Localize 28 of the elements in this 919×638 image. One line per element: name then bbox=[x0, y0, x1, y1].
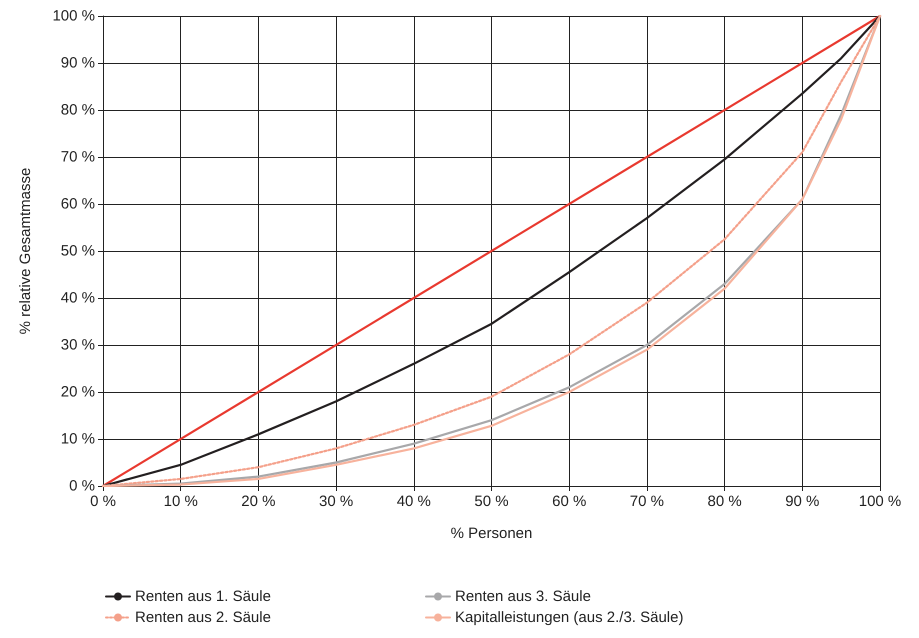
y-tick-label: 30 % bbox=[60, 336, 95, 354]
y-tick-label: 60 % bbox=[60, 196, 95, 212]
x-axis-title: % Personen bbox=[450, 525, 532, 542]
x-tick-label: 0 % bbox=[90, 493, 116, 510]
y-tick-label: 20 % bbox=[60, 384, 95, 400]
x-tick-label: 70 % bbox=[630, 493, 664, 510]
y-tick-label: 80 % bbox=[60, 102, 95, 118]
y-tick-label: 0 % bbox=[69, 478, 95, 494]
x-tick-label: 90 % bbox=[785, 493, 820, 510]
y-tick-label: 100 % bbox=[52, 8, 95, 24]
y-tick-label: 40 % bbox=[60, 290, 95, 306]
x-tick-label: 20 % bbox=[241, 493, 276, 510]
x-tick-label: 30 % bbox=[319, 493, 354, 510]
legend-label: Renten aus 3. Säule bbox=[455, 588, 591, 605]
y-tick-label: 90 % bbox=[60, 54, 95, 72]
x-tick-label: 50 % bbox=[474, 493, 509, 510]
x-tick-label: 80 % bbox=[708, 493, 742, 510]
x-tick-label: 10 % bbox=[164, 493, 198, 510]
legend-label: Kapitalleistungen (aus 2./3. Säule) bbox=[455, 609, 684, 626]
legend-label: Renten aus 2. Säule bbox=[135, 609, 271, 626]
x-tick-label: 100 % bbox=[858, 493, 902, 510]
x-tick-label: 40 % bbox=[396, 493, 431, 510]
x-tick-label: 60 % bbox=[552, 493, 586, 510]
y-axis-title: % relative Gesamtmasse bbox=[17, 168, 34, 334]
y-tick-label: 70 % bbox=[60, 148, 95, 166]
y-tick-label: 50 % bbox=[60, 242, 95, 260]
y-tick-label: 10 % bbox=[60, 430, 95, 448]
legend-label: Renten aus 1. Säule bbox=[135, 588, 271, 605]
